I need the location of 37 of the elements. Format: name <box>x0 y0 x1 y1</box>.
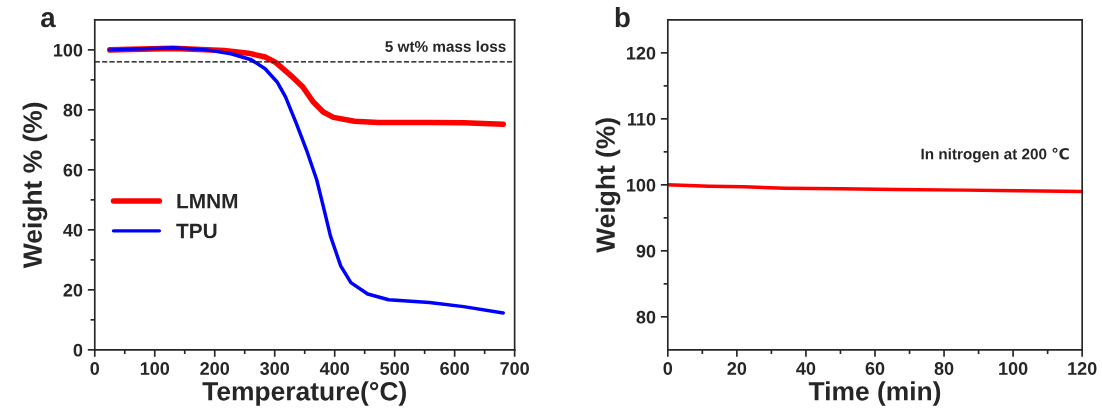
chart-title: b <box>615 6 630 28</box>
line-series <box>667 183 1083 194</box>
x-tick-label: 300 <box>260 362 290 375</box>
y-tick-label: 100 <box>53 43 83 57</box>
y-tick-label: 90 <box>636 244 656 258</box>
x-tick-label: 400 <box>319 362 350 375</box>
x-tick-label: 20 <box>727 362 747 375</box>
legend-label: LMNM <box>177 193 238 209</box>
x-tick-label: 700 <box>500 362 529 375</box>
x-tick-label: 600 <box>440 362 469 375</box>
x-tick-label: 120 <box>1068 362 1097 375</box>
y-axis-title: Weight % (%) <box>22 102 48 269</box>
ref-line-label: 5 wt% mass loss <box>385 40 506 52</box>
x-axis-title: Temperature(°C) <box>202 381 406 406</box>
chart-title: a <box>41 12 56 28</box>
x-tick-label: 0 <box>90 362 100 375</box>
y-tick-label: 120 <box>627 46 656 60</box>
y-tick-label: 60 <box>63 163 83 177</box>
y-tick-label: 40 <box>63 223 83 237</box>
x-tick-label: 40 <box>796 362 816 375</box>
y-tick-label: 80 <box>636 310 656 324</box>
x-tick-label: 60 <box>865 362 885 375</box>
legend-label: TPU <box>176 223 217 239</box>
x-tick-label: 200 <box>200 362 230 375</box>
y-tick-label: 0 <box>73 343 83 357</box>
x-axis-title: Time (min) <box>808 381 941 406</box>
y-axis-title: Weight (%) <box>595 118 621 253</box>
x-tick-label: 100 <box>999 362 1028 375</box>
y-tick-label: 20 <box>63 283 83 297</box>
annotation: In nitrogen at 200 ℃ <box>921 147 1069 163</box>
y-tick-label: 100 <box>627 178 656 192</box>
x-tick-label: 80 <box>934 362 954 375</box>
y-tick-label: 80 <box>63 103 83 117</box>
x-tick-label: 0 <box>663 362 673 375</box>
x-tick-label: 500 <box>380 362 409 375</box>
x-tick-label: 100 <box>140 362 170 375</box>
y-tick-label: 110 <box>628 112 656 126</box>
